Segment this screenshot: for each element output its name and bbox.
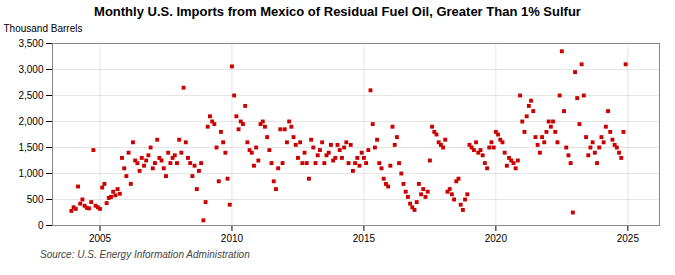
svg-text:2005: 2005 [89,233,112,244]
svg-text:3,000: 3,000 [18,64,43,75]
svg-text:2025: 2025 [617,233,640,244]
svg-text:500: 500 [27,194,44,205]
svg-text:2020: 2020 [485,233,508,244]
svg-text:Thousand Barrels: Thousand Barrels [4,23,83,34]
svg-text:2,000: 2,000 [18,116,43,127]
svg-text:1,000: 1,000 [18,168,43,179]
svg-text:2015: 2015 [353,233,376,244]
svg-text:2,500: 2,500 [18,90,43,101]
svg-text:1,500: 1,500 [18,142,43,153]
svg-text:3,500: 3,500 [18,38,43,49]
html-text:Monthly U.S. Imports from Mexi: Monthly U.S. Imports from Mexico of Resi… [94,4,581,19]
svg-text:0: 0 [38,220,44,231]
svg-text:2010: 2010 [221,233,244,244]
html-text:Source: U.S. Energy Informatio: Source: U.S. Energy Information Administ… [40,249,250,260]
